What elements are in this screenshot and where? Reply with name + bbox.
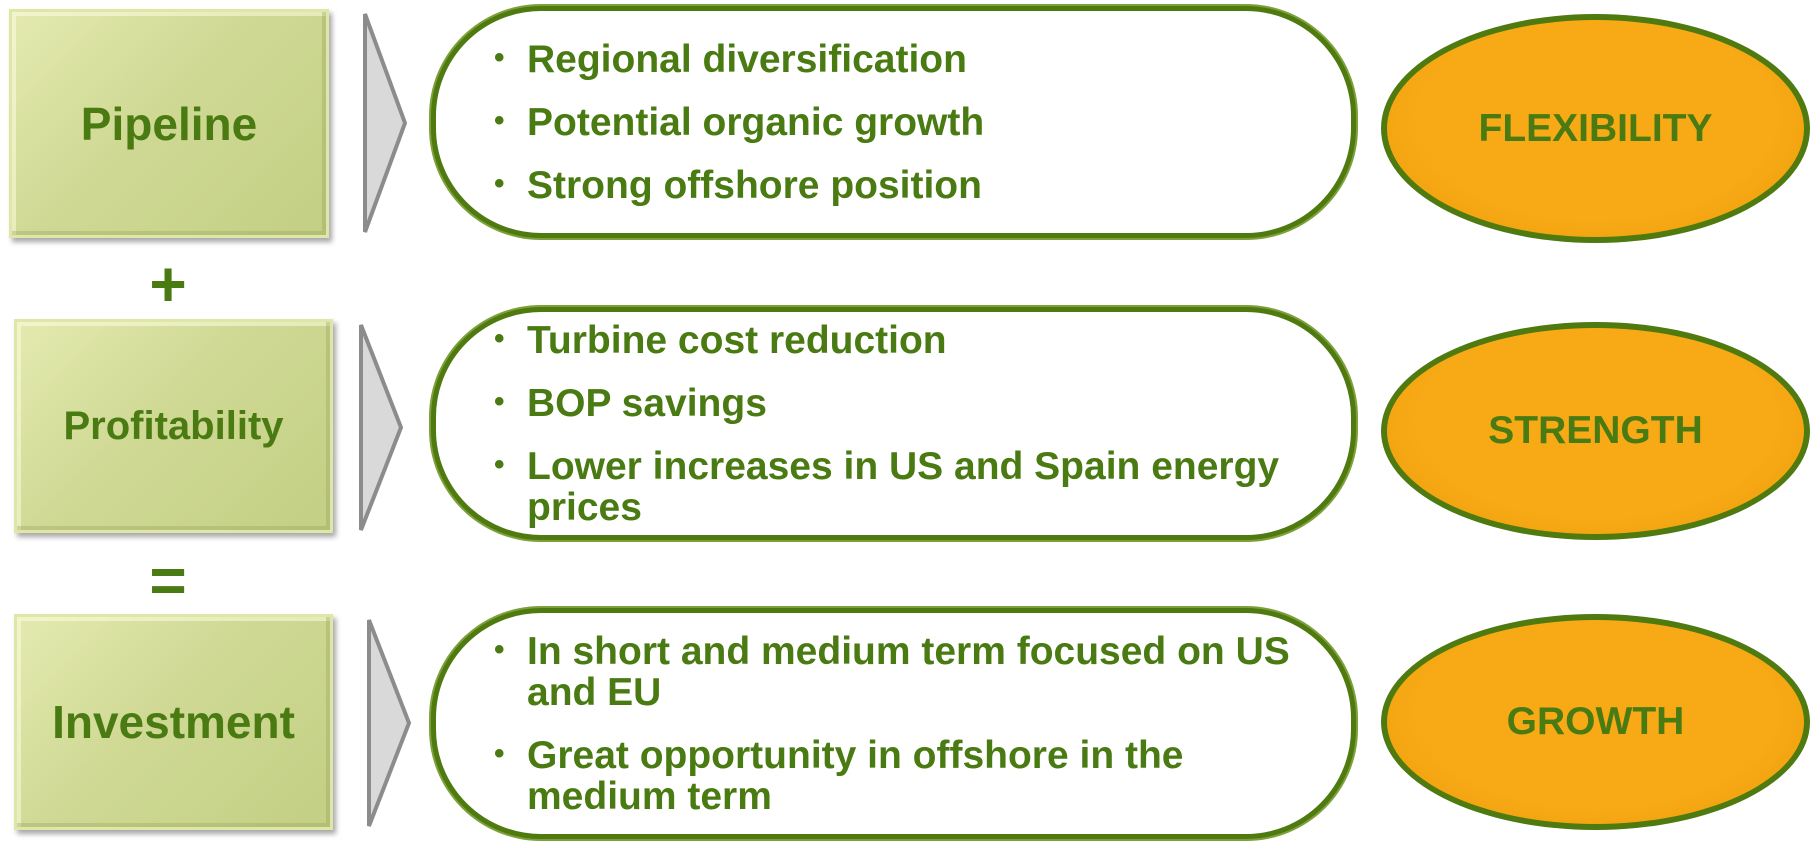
chevron xyxy=(359,324,404,531)
row-label-box: Profitability xyxy=(14,319,333,533)
bullet-item: Lower increases in US and Spain energy p… xyxy=(494,444,1317,528)
chevron xyxy=(363,13,408,233)
bullet-panel: In short and medium term focused on US a… xyxy=(431,608,1356,839)
bullet-item: Regional diversification xyxy=(494,37,1317,80)
bullet-panel: Regional diversification Potential organi… xyxy=(431,6,1356,238)
row-label-box: Pipeline xyxy=(9,9,329,238)
bullet-item: Great opportunity in offshore in the med… xyxy=(494,733,1317,817)
outcome-oval: STRENGTH xyxy=(1381,322,1810,540)
bullet-item: In short and medium term focused on US a… xyxy=(494,629,1317,713)
bullet-panel: Turbine cost reduction BOP savings Lower i… xyxy=(431,307,1356,540)
bullet-item: BOP savings xyxy=(494,381,1317,424)
operator: + xyxy=(149,248,187,320)
bullet-item: Strong offshore position xyxy=(494,163,1317,206)
row-label-box: Investment xyxy=(14,614,333,830)
outcome-oval: FLEXIBILITY xyxy=(1381,14,1810,243)
chevron xyxy=(367,619,412,827)
bullet-item: Turbine cost reduction xyxy=(494,318,1317,361)
outcome-oval: GROWTH xyxy=(1381,614,1810,830)
operator: = xyxy=(149,544,187,616)
bullet-item: Potential organic growth xyxy=(494,100,1317,143)
